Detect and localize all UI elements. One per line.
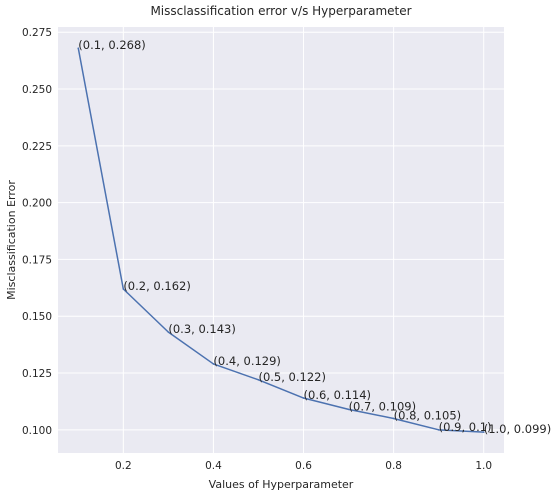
series-line <box>77 47 484 433</box>
y-tick-label: 0.100 <box>22 425 52 437</box>
data-point <box>437 429 440 431</box>
y-tick-label: 0.150 <box>22 311 52 323</box>
data-point <box>482 431 485 433</box>
data-label: (0.8, 0.105) <box>394 408 462 422</box>
x-tick-label: 0.6 <box>295 460 312 472</box>
data-label: (0.5, 0.122) <box>258 370 326 384</box>
data-point <box>302 397 305 399</box>
data-label: (1.0, 0.099) <box>484 422 552 436</box>
y-axis-label: Misclassification Error <box>5 180 18 300</box>
data-point <box>392 417 395 420</box>
grid-lines <box>58 27 504 453</box>
x-tick-label: 1.0 <box>475 460 492 472</box>
y-tick-label: 0.200 <box>22 198 52 210</box>
data-point <box>167 331 170 333</box>
data-point <box>77 47 80 49</box>
x-tick-labels: 0.2 0.4 0.6 0.8 1.0 <box>115 460 492 472</box>
data-label: (0.9, 0.1) <box>439 420 492 434</box>
data-labels: (0.1, 0.268) (0.2, 0.162) (0.3, 0.143) (0.4… <box>78 38 551 436</box>
data-label: (0.2, 0.162) <box>123 279 191 293</box>
y-tick-label: 0.275 <box>22 27 52 39</box>
x-tick-label: 0.4 <box>205 460 222 472</box>
plot-background <box>58 27 504 453</box>
x-tick-label: 0.2 <box>115 460 132 472</box>
y-tick-labels: 0.100 0.125 0.150 0.175 0.200 0.225 0.250 0.275 <box>22 27 52 437</box>
y-tick-label: 0.250 <box>22 84 52 96</box>
data-label: (0.1, 0.268) <box>78 38 146 52</box>
data-point <box>122 288 125 290</box>
x-axis-label: Values of Hyperparameter <box>209 478 354 491</box>
data-point <box>347 408 350 411</box>
chart-title: Missclassification error v/s Hyperparame… <box>150 4 411 18</box>
data-label: (0.3, 0.143) <box>168 322 236 336</box>
data-point <box>212 363 215 365</box>
data-label: (0.6, 0.114) <box>304 388 372 402</box>
series-lines <box>77 47 485 433</box>
data-label: (0.4, 0.129) <box>213 354 281 368</box>
x-tick-label: 0.8 <box>385 460 402 472</box>
y-tick-label: 0.175 <box>22 254 52 266</box>
data-point <box>257 379 260 381</box>
y-tick-label: 0.225 <box>22 141 52 153</box>
data-label: (0.7, 0.109) <box>349 399 417 413</box>
y-tick-label: 0.125 <box>22 368 52 380</box>
